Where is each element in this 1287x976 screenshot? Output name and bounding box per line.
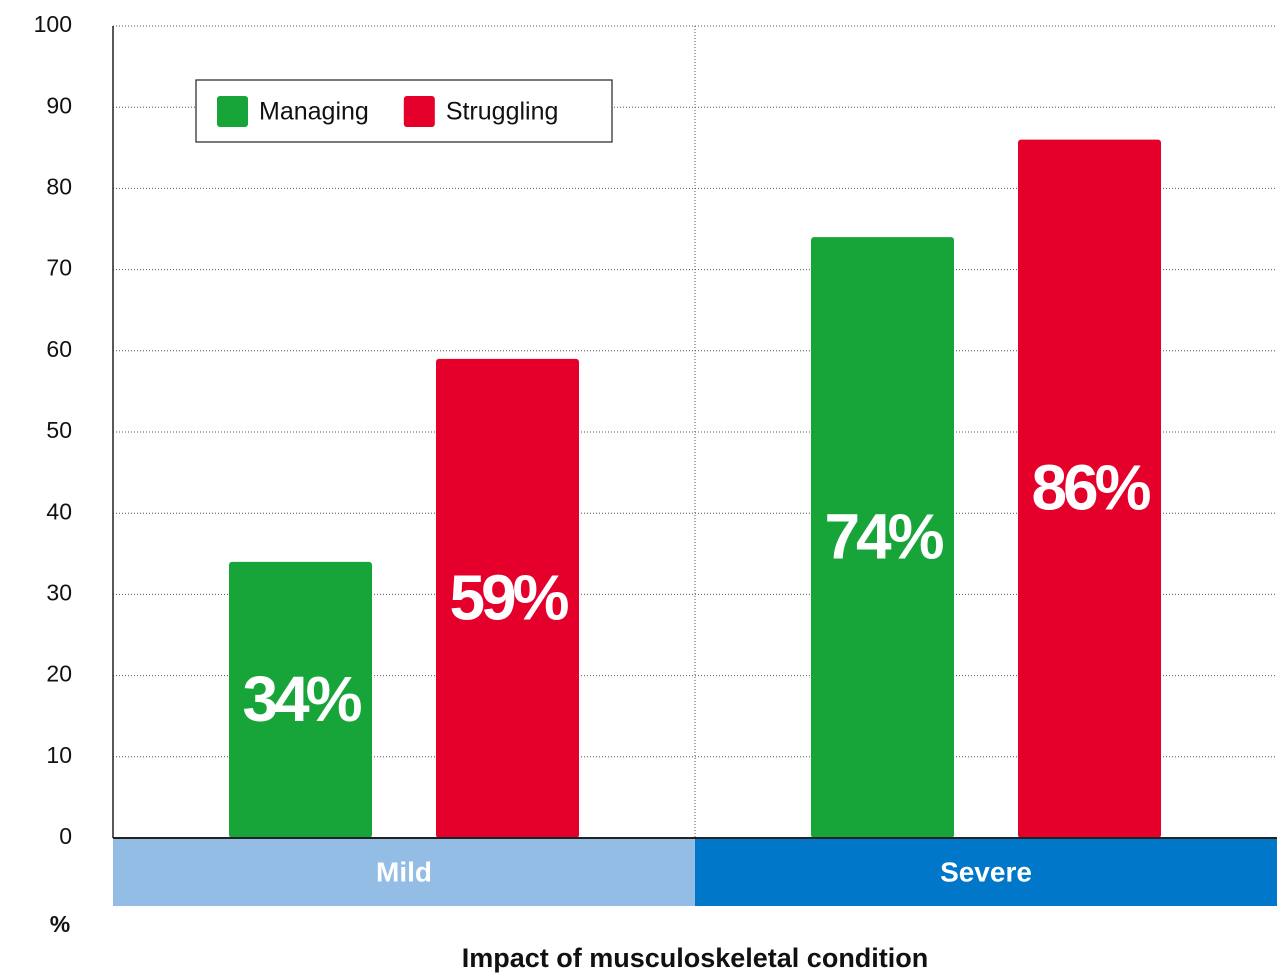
x-tick-label: Mild — [376, 856, 432, 887]
bar — [811, 237, 954, 838]
bar — [1018, 139, 1161, 838]
data-label: 86% — [1031, 452, 1150, 524]
y-tick-label: 70 — [46, 255, 72, 281]
x-axis-label: Impact of musculoskeletal condition — [462, 943, 929, 973]
data-label: 74% — [824, 500, 943, 572]
y-tick-label: 10 — [46, 742, 72, 768]
y-tick-label: 90 — [46, 92, 72, 118]
x-tick-label: Severe — [940, 856, 1032, 887]
bar — [436, 358, 579, 838]
legend-label: Struggling — [446, 98, 559, 126]
category-band — [695, 838, 1277, 906]
y-tick-label: 30 — [46, 579, 72, 605]
bar — [229, 561, 372, 838]
y-tick-label: 0 — [59, 823, 72, 849]
y-tick-label: 20 — [46, 661, 72, 687]
y-tick-label: 100 — [34, 11, 72, 37]
legend-label: Managing — [259, 98, 369, 126]
legend-swatch — [217, 96, 248, 127]
y-tick-label: 40 — [46, 498, 72, 524]
data-label: 34% — [242, 663, 361, 735]
y-axis-label: % — [50, 911, 70, 937]
y-tick-label: 60 — [46, 336, 72, 362]
y-tick-label: 80 — [46, 173, 72, 199]
data-label: 59% — [449, 561, 568, 633]
y-tick-label: 50 — [46, 417, 72, 443]
legend-swatch — [403, 96, 435, 127]
category-band — [113, 838, 695, 906]
